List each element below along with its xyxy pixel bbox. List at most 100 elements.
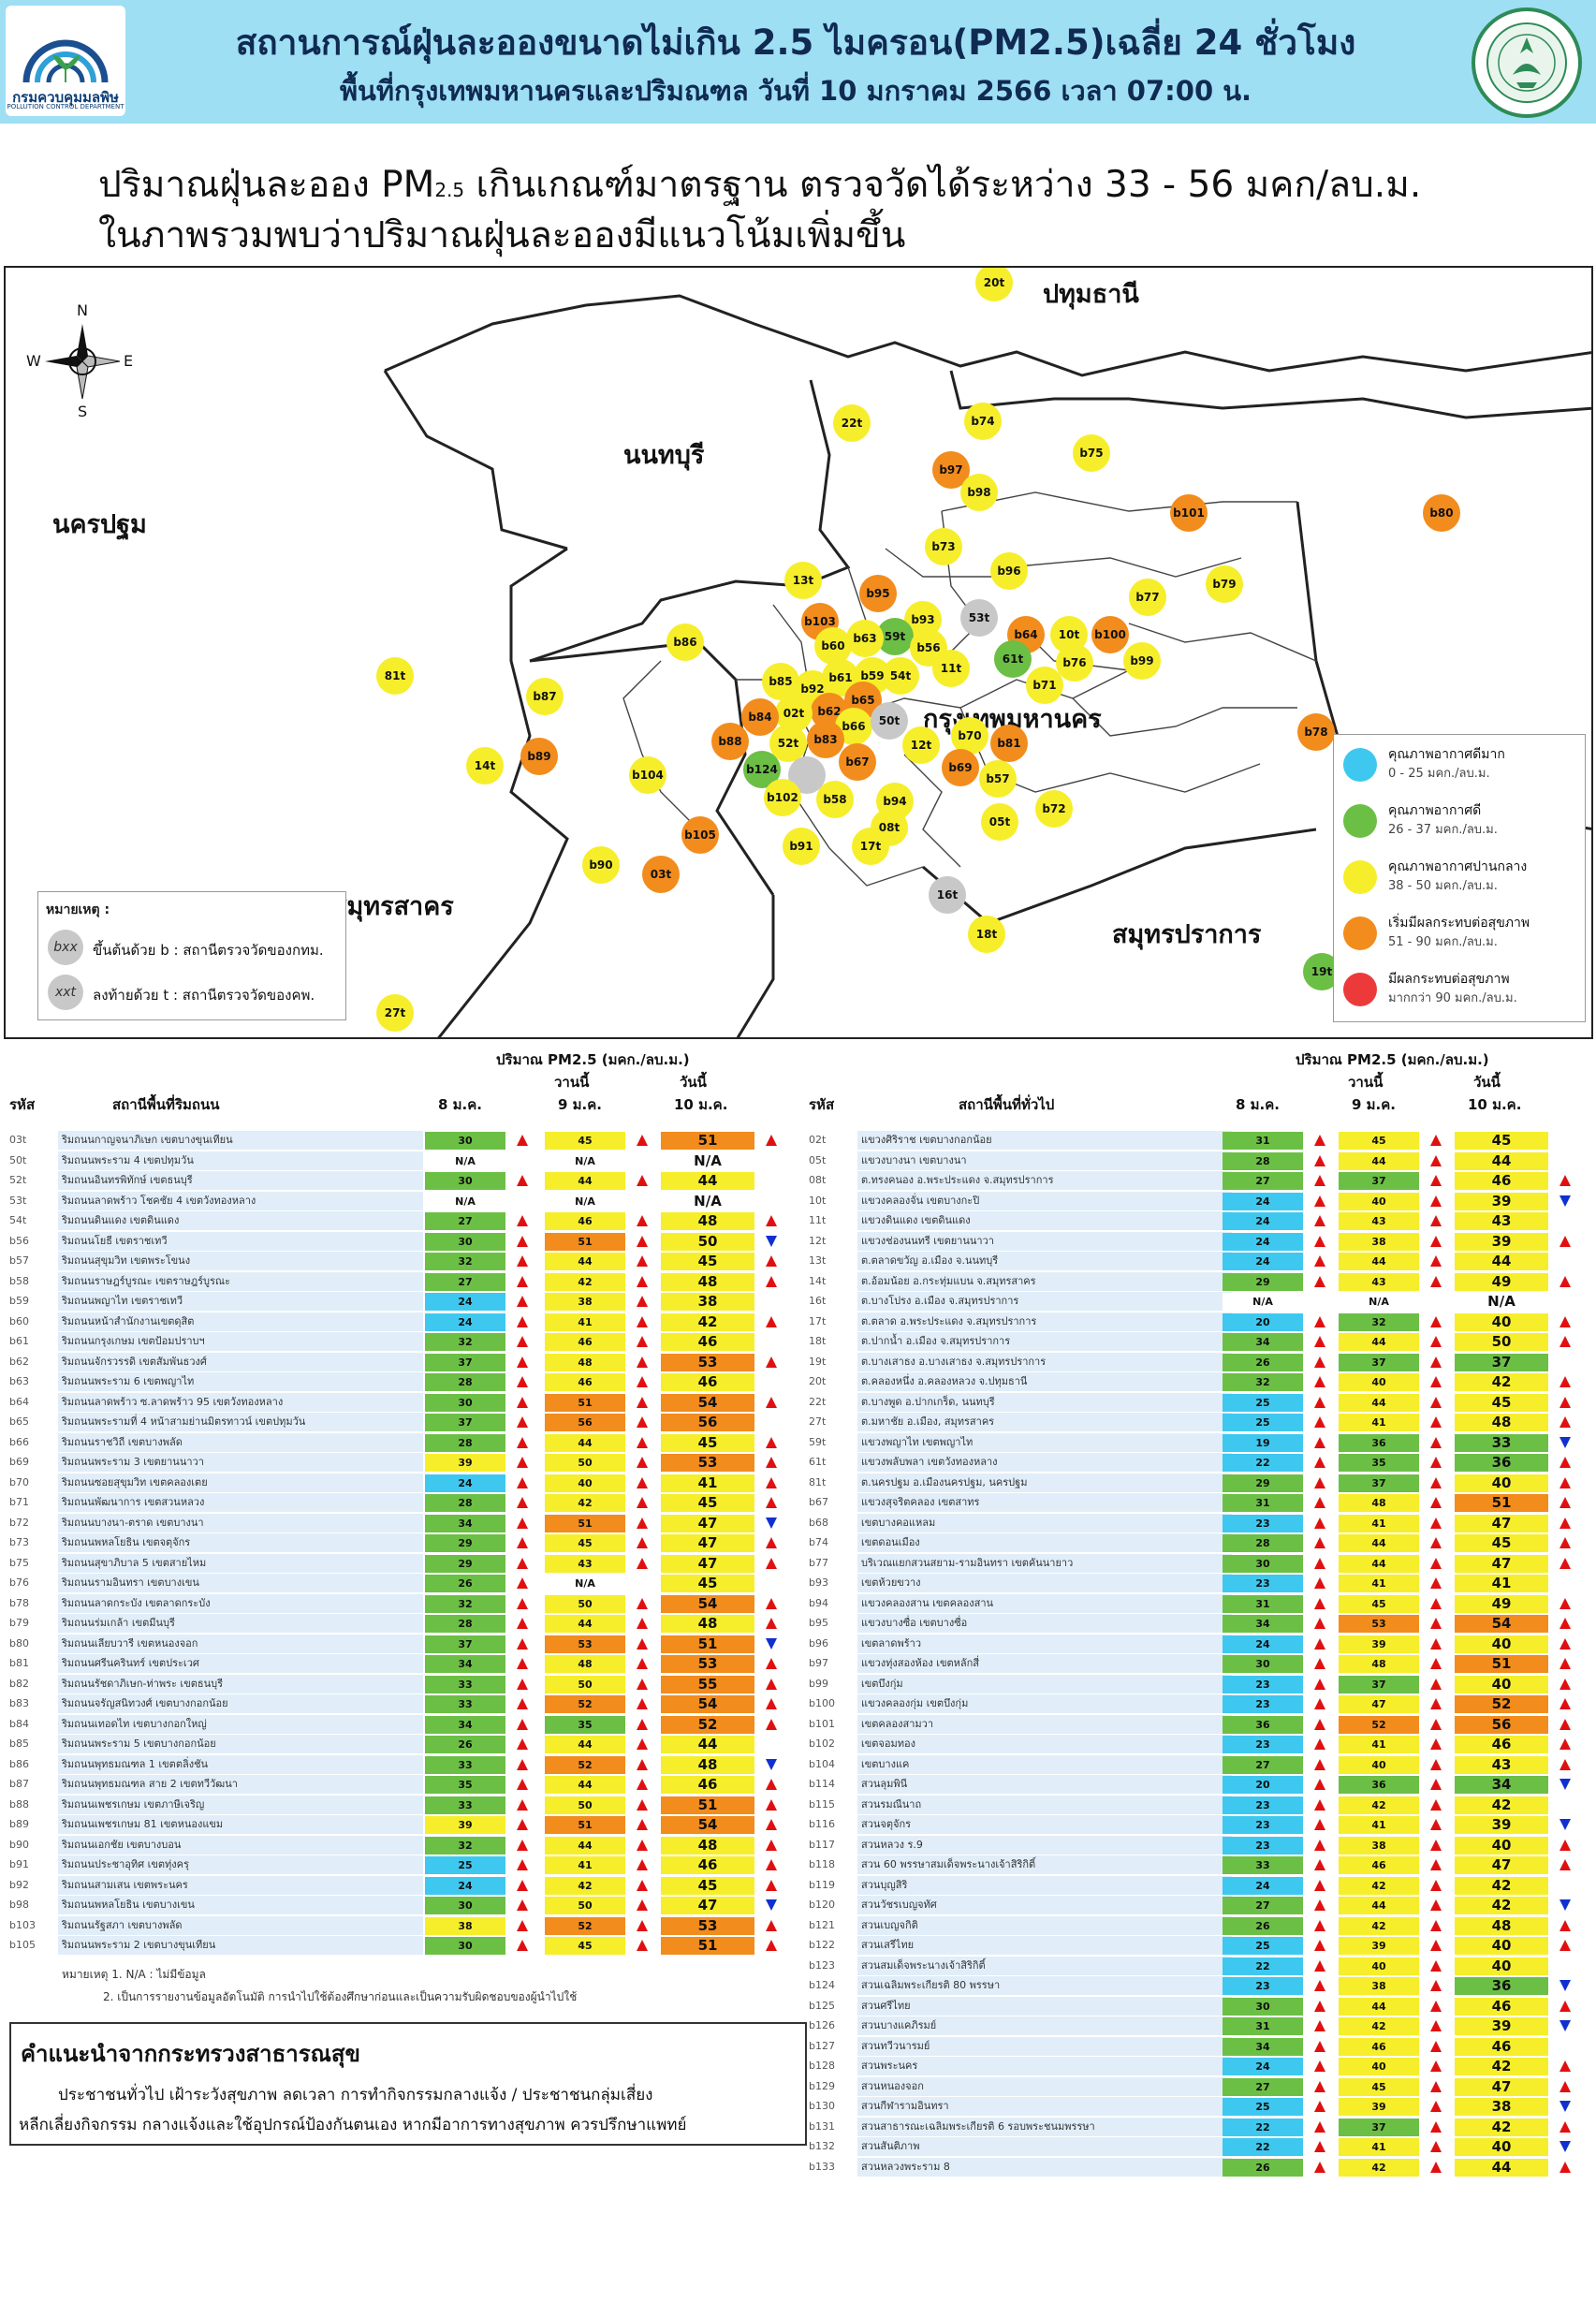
station-code: b116 xyxy=(809,1818,835,1830)
legend-range: มากกว่า 90 มคก./ลบ.ม. xyxy=(1388,991,1517,1005)
station-code: b80 xyxy=(9,1636,29,1650)
trend-up-icon xyxy=(1430,1738,1442,1750)
trend-up-icon xyxy=(517,1798,528,1811)
station-name: สวนบุญสิริ xyxy=(857,1875,1232,1895)
value-day3: 42 xyxy=(1455,1796,1548,1814)
value-day1: 37 xyxy=(425,1414,505,1431)
station-marker-b74: b74 xyxy=(964,403,1002,440)
table-row: b124 สวนเฉลิมพระเกียรติ 80 พรรษา 23 38 36 xyxy=(809,1976,1591,1997)
station-name: ริมถนนรัฐสภา เขตบางพลัด xyxy=(58,1915,423,1935)
station-name: แขวงช่องนนทรี เขตยานนาวา xyxy=(857,1231,1232,1251)
col-d2: 9 ม.ค. xyxy=(558,1096,602,1113)
value-day2: 45 xyxy=(545,1132,625,1150)
value-day3: 52 xyxy=(1455,1695,1548,1713)
value-day3: 40 xyxy=(1455,1675,1548,1694)
station-name: ริมถนนโยธี เขตราชเทวี xyxy=(58,1231,423,1251)
headline-pm-subscript: 2.5 xyxy=(434,179,465,201)
table-row: b71 ริมถนนพัฒนาการ เขตสวนหลวง 28 42 45 xyxy=(9,1493,798,1514)
trend-up-icon xyxy=(1430,1758,1442,1770)
trend-down-icon xyxy=(1559,1819,1571,1830)
table-row: b61 ริมถนนกรุงเกษม เขตป้อมปราบฯ 32 46 46 xyxy=(9,1332,798,1353)
value-day1: 32 xyxy=(425,1333,505,1351)
station-marker-b104: b104 xyxy=(629,756,666,794)
trend-up-icon xyxy=(517,1919,528,1931)
value-day1: 27 xyxy=(1223,1172,1303,1190)
trend-up-icon xyxy=(1314,1457,1325,1468)
col-d2: 9 ม.ค. xyxy=(1352,1096,1396,1113)
value-day2: 41 xyxy=(545,1312,625,1331)
station-name: เขตบางแค xyxy=(857,1754,1232,1774)
trend-up-icon xyxy=(1559,1718,1571,1730)
trend-up-icon xyxy=(1314,1758,1325,1770)
station-code: b132 xyxy=(809,2140,835,2152)
trend-up-icon xyxy=(1430,1879,1442,1891)
trend-up-icon xyxy=(1430,1798,1442,1811)
value-day3: 42 xyxy=(1455,1876,1548,1895)
trend-up-icon xyxy=(1430,1497,1442,1508)
value-day1: 24 xyxy=(425,1312,505,1331)
value-day2: 52 xyxy=(1339,1715,1419,1734)
value-day1: 23 xyxy=(1223,1977,1303,1995)
station-marker-b91: b91 xyxy=(783,828,820,865)
station-code: 11t xyxy=(809,1214,827,1226)
value-day3: 48 xyxy=(661,1836,754,1855)
trend-up-icon xyxy=(1559,2060,1571,2072)
trend-up-icon xyxy=(637,1798,648,1811)
col-d2-top: วานนี้ xyxy=(554,1074,590,1091)
station-name: ริมถนนสุขุมวิท เขตพระโขนง xyxy=(58,1252,423,1270)
value-day2: 45 xyxy=(545,1937,625,1955)
station-code: 08t xyxy=(809,1174,827,1186)
value-day1: 31 xyxy=(1223,1494,1303,1512)
value-day1: 26 xyxy=(425,1736,505,1753)
table-row: 12t แขวงช่องนนทรี เขตยานนาวา 24 38 39 xyxy=(809,1231,1591,1253)
value-day1: 26 xyxy=(1223,1353,1303,1371)
value-day2: 39 xyxy=(1339,1937,1419,1955)
trend-up-icon xyxy=(517,1376,528,1387)
trend-up-icon xyxy=(1430,2101,1442,2112)
value-day1: 30 xyxy=(1223,1554,1303,1573)
station-code: b87 xyxy=(9,1778,29,1790)
value-day1: 30 xyxy=(425,1393,505,1412)
value-day1: 32 xyxy=(425,1836,505,1855)
legend-dot xyxy=(1343,748,1377,782)
trend-up-icon xyxy=(1430,1577,1442,1589)
trend-up-icon xyxy=(1559,1315,1571,1327)
trend-up-icon xyxy=(1314,1497,1325,1508)
trend-up-icon xyxy=(637,1315,648,1327)
station-name: ริมถนนรามอินทรา เขตบางเขน xyxy=(58,1574,423,1592)
station-code: 18t xyxy=(809,1335,827,1347)
station-marker-b88: b88 xyxy=(711,723,749,760)
station-code: 02t xyxy=(809,1134,827,1146)
value-day2: 38 xyxy=(1339,1836,1419,1855)
value-day1: 24 xyxy=(1223,2058,1303,2075)
station-code: b96 xyxy=(809,1636,828,1650)
trend-up-icon xyxy=(1314,1235,1325,1247)
trend-up-icon xyxy=(1314,1919,1325,1931)
trend-up-icon xyxy=(1559,2000,1571,2012)
station-name: สวน 60 พรรษาสมเด็จพระนางเจ้าสิริกิติ์ xyxy=(857,1855,1232,1874)
table-row: 54t ริมถนนดินแดง เขตดินแดง 27 46 48 xyxy=(9,1211,798,1232)
value-day3: 53 xyxy=(661,1655,754,1673)
table-row: b94 แขวงคลองสาน เขตคลองสาน 31 45 49 xyxy=(809,1593,1591,1615)
station-marker-03t: 03t xyxy=(642,856,680,893)
station-name: ริมถนนเพชรเกษม 81 เขตหนองแขม xyxy=(58,1815,423,1834)
trend-up-icon xyxy=(766,1255,777,1267)
station-name: แขวงดินแดง เขตดินแดง xyxy=(857,1211,1232,1230)
station-name: ริมถนนพระรามที่ 4 หน้าสามย่านมิตรทาวน์ เ… xyxy=(58,1413,423,1431)
station-code: b67 xyxy=(809,1496,828,1508)
value-day2: 41 xyxy=(1339,1514,1419,1532)
value-day1: 23 xyxy=(1223,1736,1303,1753)
value-day3: 46 xyxy=(1455,2037,1548,2056)
trend-up-icon xyxy=(517,1537,528,1548)
station-code: b70 xyxy=(9,1475,29,1488)
trend-up-icon xyxy=(517,1235,528,1247)
station-marker-50t: 50t xyxy=(871,702,908,740)
trend-up-icon xyxy=(1314,1537,1325,1548)
value-day2: 50 xyxy=(545,1594,625,1613)
station-code: 13t xyxy=(809,1254,827,1267)
table-row: 22t ต.บางพูด อ.ปากเกร็ด, นนทบุรี 25 44 45 xyxy=(809,1392,1591,1414)
station-marker-20t: 20t xyxy=(975,268,1013,301)
value-day1: 28 xyxy=(425,1615,505,1633)
value-day2: 53 xyxy=(1339,1615,1419,1633)
value-day1: 25 xyxy=(1223,2098,1303,2116)
